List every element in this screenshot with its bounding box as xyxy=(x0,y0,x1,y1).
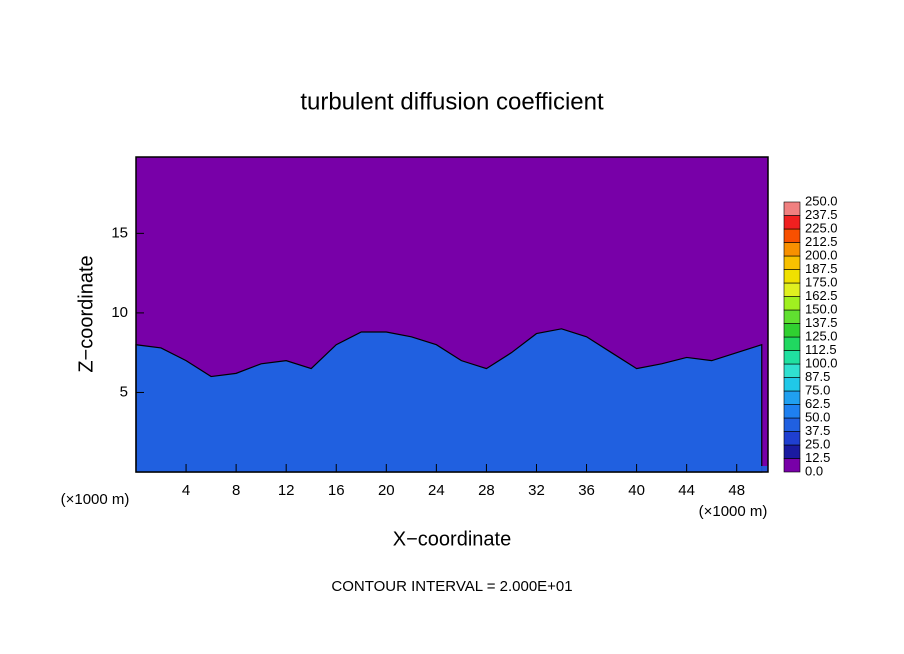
x-tick-label: 16 xyxy=(328,482,345,499)
layer-level xyxy=(136,466,768,472)
y-axis-label: Z−coordinate xyxy=(75,255,97,372)
turbulent-layer xyxy=(135,328,763,473)
chart-title: turbulent diffusion coefficient xyxy=(300,88,604,115)
colorbar-box xyxy=(783,255,801,270)
colorbar-box xyxy=(783,417,801,432)
colorbar-label: 0.0 xyxy=(805,463,823,478)
colorbar-label: 187.5 xyxy=(805,261,838,276)
colorbar-box xyxy=(783,336,801,351)
x-unit: (×1000 m) xyxy=(699,503,768,520)
x-tick-label: 32 xyxy=(528,482,545,499)
x-tick-label: 36 xyxy=(578,482,595,499)
colorbar-label: 237.5 xyxy=(805,207,838,222)
colorbar-label: 25.0 xyxy=(805,436,830,451)
colorbar-label: 137.5 xyxy=(805,315,838,330)
colorbar-label: 87.5 xyxy=(805,369,830,384)
colorbar-label: 212.5 xyxy=(805,234,838,249)
colorbar-box xyxy=(783,269,801,284)
y-tick-label: 5 xyxy=(120,383,128,400)
colorbar-label: 162.5 xyxy=(805,288,838,303)
colorbar-label: 112.5 xyxy=(805,342,837,357)
x-tick-label: 28 xyxy=(478,482,495,499)
colorbar-label: 225.0 xyxy=(805,220,838,235)
colorbar-box xyxy=(783,390,801,405)
x-tick-label: 44 xyxy=(678,482,695,499)
colorbar-box xyxy=(783,350,801,365)
colorbar-label: 175.0 xyxy=(805,274,838,289)
colorbar-box xyxy=(783,282,801,297)
colorbar-label: 50.0 xyxy=(805,409,830,424)
y-tick-label: 15 xyxy=(111,224,128,241)
colorbar-box xyxy=(783,431,801,446)
colorbar-label: 250.0 xyxy=(805,193,838,208)
colorbar-box xyxy=(783,215,801,230)
plot-frame xyxy=(135,156,769,473)
colorbar-box xyxy=(783,377,801,392)
colorbar-label: 75.0 xyxy=(805,382,830,397)
colorbar-label: 200.0 xyxy=(805,247,838,262)
x-tick-label: 20 xyxy=(378,482,395,499)
x-axis-label: X−coordinate xyxy=(393,528,511,550)
colorbar-box xyxy=(783,323,801,338)
colorbar-label: 125.0 xyxy=(805,328,838,343)
colorbar-box xyxy=(783,458,801,473)
x-tick-label: 12 xyxy=(278,482,295,499)
colorbar-box xyxy=(783,296,801,311)
x-tick-label: 8 xyxy=(232,482,240,499)
y-tick-label: 10 xyxy=(111,304,128,321)
x-tick-label: 48 xyxy=(728,482,745,499)
colorbar-label: 12.5 xyxy=(805,450,830,465)
colorbar-box xyxy=(783,404,801,419)
colorbar-label: 37.5 xyxy=(805,423,830,438)
y-unit: (×1000 m) xyxy=(61,491,130,508)
x-tick-label: 4 xyxy=(182,482,190,499)
colorbar-box xyxy=(783,363,801,378)
colorbar-box xyxy=(783,309,801,324)
footnote: CONTOUR INTERVAL = 2.000E+01 xyxy=(331,578,572,595)
colorbar-label: 150.0 xyxy=(805,301,838,316)
colorbar-box xyxy=(783,201,801,216)
colorbar-box xyxy=(783,228,801,243)
colorbar-label: 100.0 xyxy=(805,355,838,370)
colorbar-label: 62.5 xyxy=(805,396,830,411)
colorbar-box xyxy=(783,444,801,459)
x-tick-label: 24 xyxy=(428,482,445,499)
colorbar-box xyxy=(783,242,801,257)
x-tick-label: 40 xyxy=(628,482,645,499)
